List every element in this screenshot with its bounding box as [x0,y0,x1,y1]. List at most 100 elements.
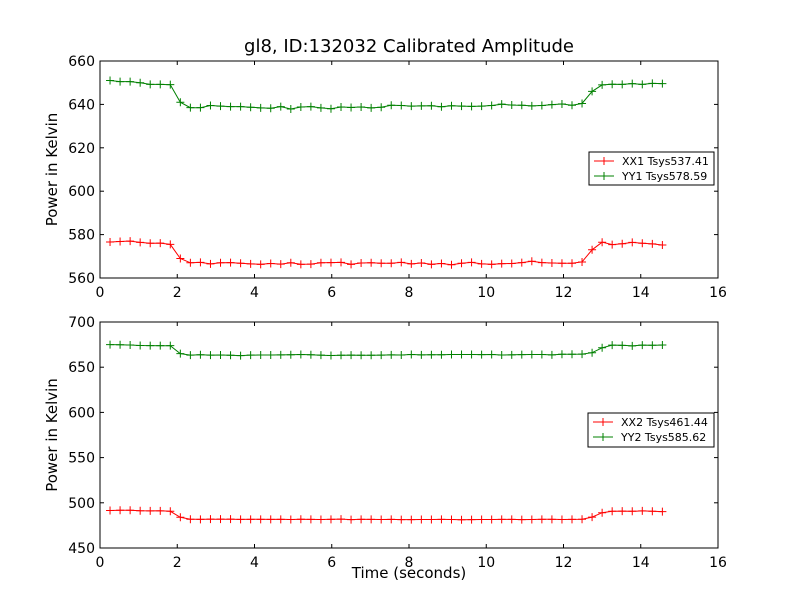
data-point-marker [377,103,386,112]
data-point-marker [497,515,506,524]
data-point-marker [467,515,476,524]
data-point-marker [186,351,195,360]
data-point-marker [126,340,135,349]
data-point-marker [467,350,476,359]
data-point-marker [487,260,496,269]
data-point-marker [467,102,476,111]
data-point-marker [357,515,366,524]
data-point-marker [547,515,556,524]
data-point-marker [286,350,295,359]
data-point-marker [176,254,185,263]
data-point-marker [106,506,115,515]
bottom-panel: 0 2 4 6 8 10 12 14 16 450 500 550 600 650 700 XX2 Tsys4… [68,315,727,571]
data-point-marker [567,350,576,359]
data-point-marker [447,260,456,269]
data-point-marker [196,350,205,359]
data-point-marker [226,515,235,524]
data-point-marker [557,259,566,268]
data-point-marker [226,351,235,360]
data-point-marker [507,259,516,268]
data-point-marker [176,349,185,358]
data-point-marker [206,351,215,360]
data-point-marker [236,259,245,268]
x-tick-label: 12 [555,285,573,301]
data-point-marker [296,350,305,359]
data-point-marker [306,260,315,269]
data-point-marker [246,259,255,268]
bottom-y-axis-label: Power in Kelvin [43,378,61,492]
x-tick-label: 8 [405,285,414,301]
data-point-marker [367,515,376,524]
data-point-marker [578,515,587,524]
data-point-marker [618,239,627,248]
data-point-marker [106,76,115,85]
data-point-marker [578,99,587,108]
data-point-marker [326,104,335,113]
data-point-marker [547,100,556,109]
data-point-marker [537,258,546,267]
data-point-marker [306,102,315,111]
data-point-marker [367,258,376,267]
data-point-marker [266,104,275,113]
data-point-marker [557,350,566,359]
data-point-marker [216,350,225,359]
x-tick-label: 6 [327,285,336,301]
data-point-marker [457,259,466,268]
data-point-marker [337,515,346,524]
data-point-marker [598,508,607,517]
data-point-marker [437,350,446,359]
data-point-marker [387,515,396,524]
data-point-marker [527,101,536,110]
x-tick-label: 4 [250,555,259,571]
data-point-marker [146,80,155,89]
data-point-marker [387,259,396,268]
data-point-marker [628,79,637,88]
data-point-marker [427,515,436,524]
data-point-marker [136,238,145,247]
data-point-marker [196,515,205,524]
data-point-marker [206,515,215,524]
data-point-marker [236,351,245,360]
data-point-marker [517,258,526,267]
data-point-marker [116,77,125,86]
data-point-marker [497,259,506,268]
data-point-marker [296,260,305,269]
data-point-marker [316,258,325,267]
data-point-marker [417,259,426,268]
data-point-marker [166,240,175,249]
x-tick-label: 10 [477,555,495,571]
data-point-marker [246,515,255,524]
data-point-marker [547,350,556,359]
data-point-marker [286,515,295,524]
data-point-marker [196,103,205,112]
data-point-marker [276,515,285,524]
data-point-marker [567,259,576,268]
data-point-marker [447,350,456,359]
data-point-marker [246,103,255,112]
data-point-marker [337,258,346,267]
data-point-marker [517,350,526,359]
top-y-axis-label: Power in Kelvin [43,113,61,227]
data-point-marker [477,515,486,524]
data-point-marker [437,259,446,268]
legend-swatch-marker [600,172,608,180]
data-point-marker [216,258,225,267]
data-point-marker [286,104,295,113]
data-point-marker [357,351,366,360]
data-point-marker [226,102,235,111]
data-point-marker [658,507,667,516]
data-point-marker [537,515,546,524]
data-point-marker [146,239,155,248]
y-tick-label: 660 [68,54,95,70]
y-tick-label: 600 [68,405,95,421]
data-point-marker [618,507,627,516]
legend-box [588,151,715,186]
data-point-marker [437,515,446,524]
data-point-marker [588,348,597,357]
data-point-marker [638,341,647,350]
data-point-marker [266,350,275,359]
data-point-marker [176,513,185,522]
data-point-marker [447,515,456,524]
data-point-marker [256,515,265,524]
data-point-marker [347,103,356,112]
